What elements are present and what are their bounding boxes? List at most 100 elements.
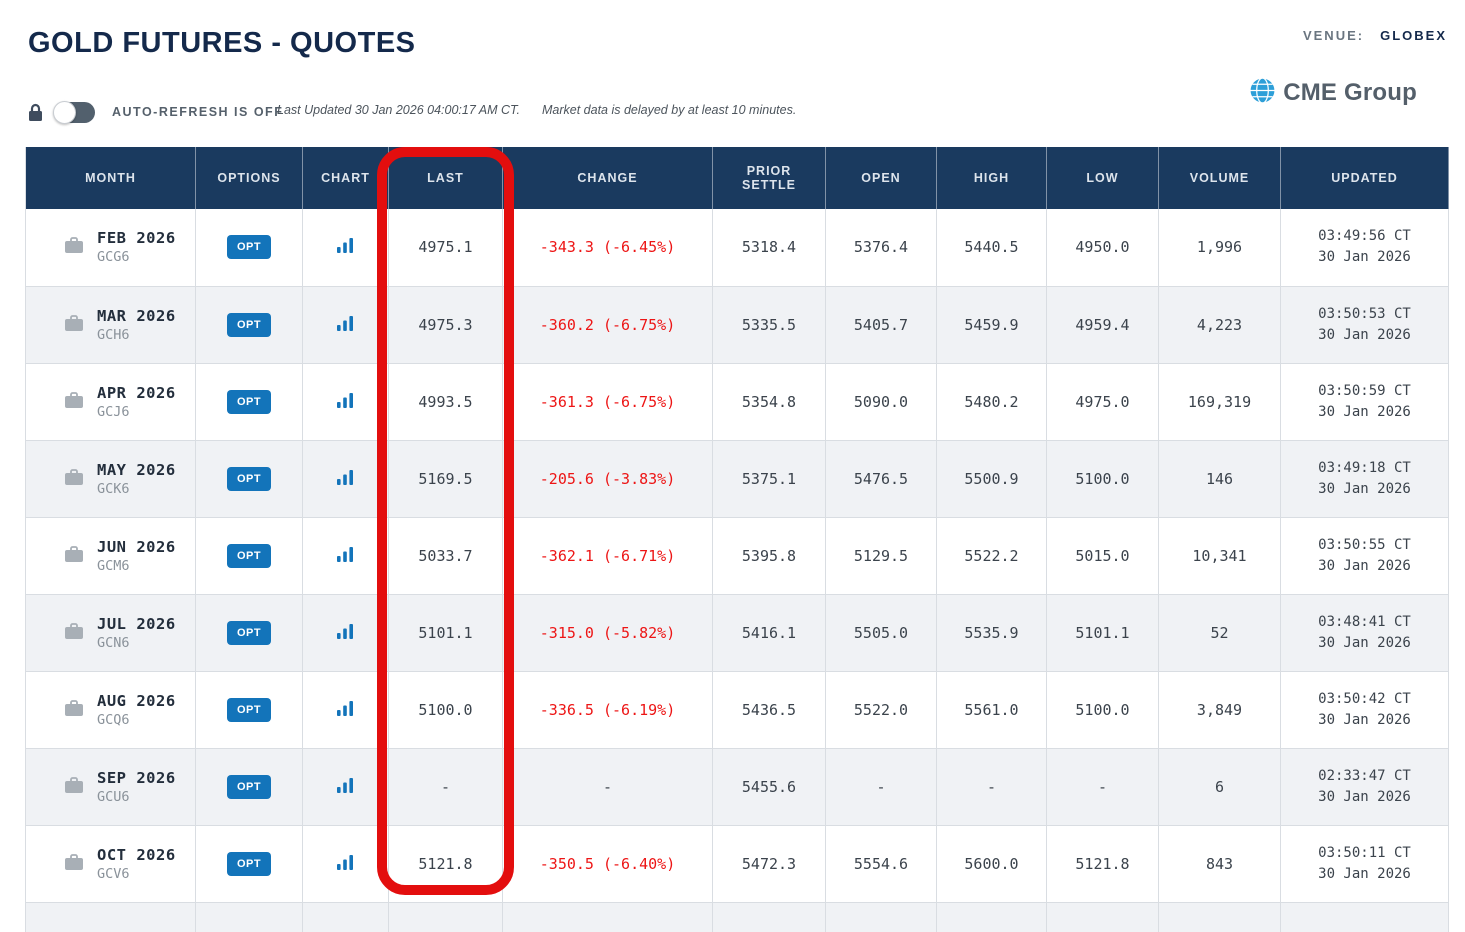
contract-month[interactable]: JUL 2026 (97, 614, 176, 633)
empty-cell (302, 902, 389, 932)
quote-row: OCT 2026 GCV6 OPT 5121.8 -350.5 (-6.40%) 5472… (25, 825, 1449, 903)
last-price: 4993.5 (388, 363, 503, 441)
open-price: 5090.0 (825, 363, 937, 441)
updated-time: 03:49:56 CT (1318, 228, 1411, 245)
delay-notice-text: Market data is delayed by at least 10 mi… (542, 103, 797, 117)
volume: 10,341 (1158, 517, 1281, 595)
contract-month[interactable]: FEB 2026 (97, 229, 176, 248)
contract-month[interactable]: MAR 2026 (97, 306, 176, 325)
empty-cell (936, 902, 1047, 932)
change-value: -350.5 (-6.40%) (502, 825, 713, 903)
contract-month[interactable]: APR 2026 (97, 383, 176, 402)
briefcase-icon[interactable] (64, 236, 84, 258)
auto-refresh-label: AUTO-REFRESH IS OFF (112, 105, 284, 119)
low-price: 4959.4 (1046, 286, 1159, 364)
venue-line: VENUE: GLOBEX (1303, 28, 1447, 43)
contract-month[interactable]: AUG 2026 (97, 691, 176, 710)
month-cell: APR 2026 GCJ6 (25, 363, 196, 441)
bar-chart-icon[interactable] (336, 623, 355, 643)
last-price: 4975.1 (388, 209, 503, 287)
contract-code: GCV6 (97, 865, 130, 882)
briefcase-icon[interactable] (64, 314, 84, 336)
updated-date: 30 Jan 2026 (1318, 326, 1411, 343)
options-button[interactable]: OPT (226, 851, 272, 876)
chart-cell (302, 440, 389, 518)
updated-time: 02:33:47 CT (1318, 767, 1411, 784)
low-price: 5100.0 (1046, 671, 1159, 749)
column-header-month: MONTH (25, 147, 196, 209)
high-price: 5522.2 (936, 517, 1047, 595)
briefcase-icon[interactable] (64, 622, 84, 644)
column-header-chart: CHART (302, 147, 389, 209)
updated-timestamp: 03:49:56 CT 30 Jan 2026 (1280, 209, 1449, 287)
volume: 3,849 (1158, 671, 1281, 749)
last-price: 5033.7 (388, 517, 503, 595)
auto-refresh-toggle[interactable] (53, 100, 95, 124)
contract-month[interactable]: MAY 2026 (97, 460, 176, 479)
chart-cell (302, 748, 389, 826)
briefcase-icon[interactable] (64, 468, 84, 490)
bar-chart-icon[interactable] (336, 700, 355, 720)
options-button[interactable]: OPT (226, 774, 272, 799)
bar-chart-icon[interactable] (336, 392, 355, 412)
high-price: 5440.5 (936, 209, 1047, 287)
briefcase-icon[interactable] (64, 699, 84, 721)
low-price: 5121.8 (1046, 825, 1159, 903)
briefcase-icon[interactable] (64, 776, 84, 798)
contract-code: GCJ6 (97, 403, 130, 420)
briefcase-icon[interactable] (64, 391, 84, 413)
options-cell: OPT (195, 286, 303, 364)
change-value: -343.3 (-6.45%) (502, 209, 713, 287)
change-value: -361.3 (-6.75%) (502, 363, 713, 441)
volume: 146 (1158, 440, 1281, 518)
contract-month[interactable]: OCT 2026 (97, 845, 176, 864)
prior-settle: 5416.1 (712, 594, 826, 672)
quote-row: JUL 2026 GCN6 OPT 5101.1 -315.0 (-5.82%) 5416… (25, 594, 1449, 672)
updated-time: 03:49:18 CT (1318, 459, 1411, 476)
column-header-high: HIGH (936, 147, 1047, 209)
cme-group-logo[interactable]: CME Group (1249, 77, 1417, 109)
options-button[interactable]: OPT (226, 389, 272, 414)
change-value: - (502, 748, 713, 826)
contract-month[interactable]: SEP 2026 (97, 768, 176, 787)
bar-chart-icon[interactable] (336, 777, 355, 797)
bar-chart-icon[interactable] (336, 237, 355, 257)
options-button[interactable]: OPT (226, 312, 272, 337)
briefcase-icon[interactable] (64, 853, 84, 875)
bar-chart-icon[interactable] (336, 854, 355, 874)
open-price: 5554.6 (825, 825, 937, 903)
contract-code: GCU6 (97, 788, 130, 805)
column-header-options: OPTIONS (195, 147, 303, 209)
month-cell: JUL 2026 GCN6 (25, 594, 196, 672)
updated-timestamp: 03:50:42 CT 30 Jan 2026 (1280, 671, 1449, 749)
last-price: 5121.8 (388, 825, 503, 903)
bar-chart-icon[interactable] (336, 315, 355, 335)
options-button[interactable]: OPT (226, 543, 272, 568)
open-price: 5522.0 (825, 671, 937, 749)
options-button[interactable]: OPT (226, 235, 272, 260)
high-price: 5561.0 (936, 671, 1047, 749)
updated-date: 30 Jan 2026 (1318, 634, 1411, 651)
last-updated-note: Last Updated 30 Jan 2026 04:00:17 AM CT.… (277, 103, 796, 117)
empty-cell (1280, 902, 1449, 932)
updated-timestamp: 03:49:18 CT 30 Jan 2026 (1280, 440, 1449, 518)
bar-chart-icon[interactable] (336, 546, 355, 566)
updated-timestamp: 03:50:53 CT 30 Jan 2026 (1280, 286, 1449, 364)
month-cell: SEP 2026 GCU6 (25, 748, 196, 826)
bar-chart-icon[interactable] (336, 469, 355, 489)
updated-timestamp: 03:50:11 CT 30 Jan 2026 (1280, 825, 1449, 903)
updated-time: 03:50:55 CT (1318, 536, 1411, 553)
briefcase-icon[interactable] (64, 545, 84, 567)
volume: 169,319 (1158, 363, 1281, 441)
updated-date: 30 Jan 2026 (1318, 480, 1411, 497)
venue-value[interactable]: GLOBEX (1380, 28, 1447, 43)
options-button[interactable]: OPT (226, 697, 272, 722)
month-cell: FEB 2026 GCG6 (25, 209, 196, 287)
column-header-updated: UPDATED (1280, 147, 1449, 209)
options-button[interactable]: OPT (226, 620, 272, 645)
quote-row: MAY 2026 GCK6 OPT 5169.5 -205.6 (-3.83%) 5375… (25, 440, 1449, 518)
contract-code: GCQ6 (97, 711, 130, 728)
options-button[interactable]: OPT (226, 466, 272, 491)
contract-month[interactable]: JUN 2026 (97, 537, 176, 556)
empty-cell (1158, 902, 1281, 932)
